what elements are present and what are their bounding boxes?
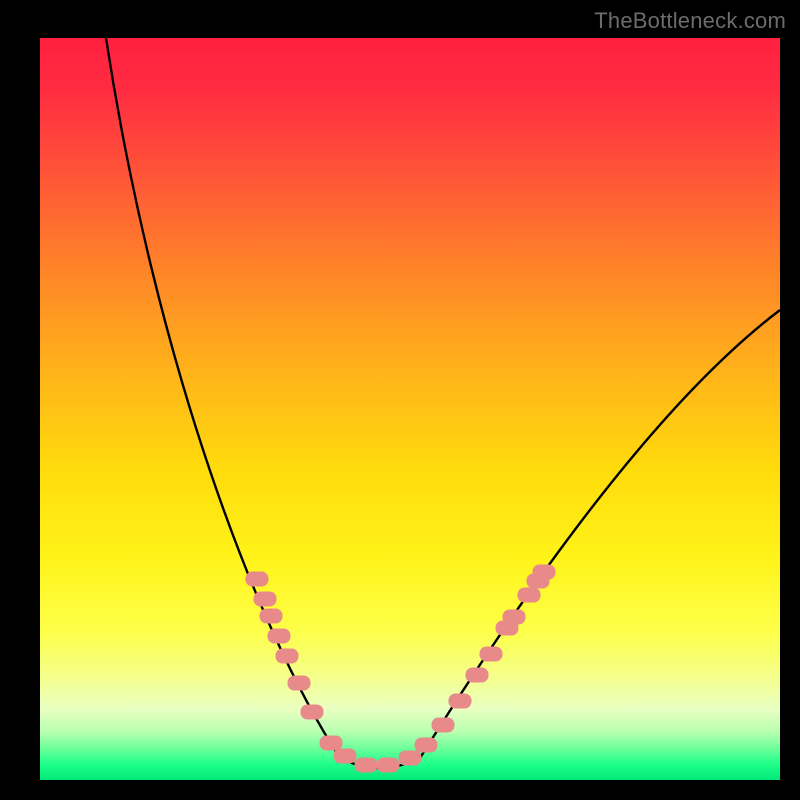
- curve-marker: [480, 647, 503, 662]
- watermark-text: TheBottleneck.com: [594, 8, 786, 34]
- curve-marker: [260, 609, 283, 624]
- curve-marker: [533, 565, 556, 580]
- curve-layer: [40, 38, 780, 780]
- plot-area: [40, 38, 780, 780]
- curve-marker: [432, 718, 455, 733]
- curve-marker: [268, 629, 291, 644]
- curve-marker: [466, 668, 489, 683]
- curve-marker: [334, 749, 357, 764]
- curve-marker: [399, 751, 422, 766]
- curve-marker: [355, 758, 378, 773]
- curve-marker: [276, 649, 299, 664]
- marker-group: [246, 565, 556, 773]
- curve-marker: [377, 758, 400, 773]
- curve-marker: [254, 592, 277, 607]
- curve-marker: [246, 572, 269, 587]
- curve-marker: [288, 676, 311, 691]
- curve-marker: [503, 610, 526, 625]
- curve-marker: [301, 705, 324, 720]
- curve-marker: [449, 694, 472, 709]
- bottleneck-curve: [106, 38, 780, 768]
- curve-marker: [320, 736, 343, 751]
- chart-frame: TheBottleneck.com: [0, 0, 800, 800]
- curve-marker: [518, 588, 541, 603]
- curve-marker: [415, 738, 438, 753]
